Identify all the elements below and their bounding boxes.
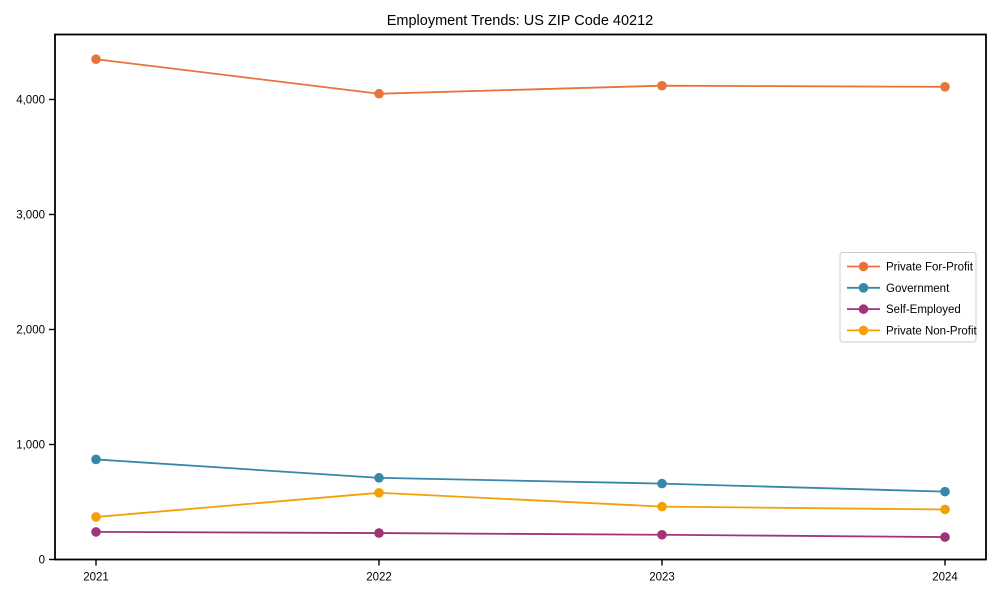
series-line [95,491,946,518]
data-point-marker [374,88,384,99]
x-tick-label: 2024 [932,572,958,584]
y-tick-label: 0 [39,555,45,567]
data-point-marker [657,501,667,512]
data-point-marker [940,504,950,515]
legend-sample-marker [858,325,869,336]
series-self-employed [91,527,950,542]
data-point-marker [374,528,384,538]
legend-sample-marker [858,261,869,272]
series-line [95,458,946,493]
data-point-marker [91,527,101,537]
chart-title: Employment Trends: US ZIP Code 40212 [387,13,654,29]
legend-item-label: Private Non-Profit [886,325,978,337]
legend: Private For-Profit Government Self-Employe… [839,252,978,343]
x-tick-label: 2021 [83,572,109,584]
legend-item-label: Private For-Profit [886,262,974,274]
series-private-non-profit [91,487,950,522]
data-point-marker [374,473,384,483]
data-point-marker [657,478,667,489]
legend-sample-marker [858,283,869,293]
series-layer [91,54,950,542]
y-tick-label: 2,000 [16,324,45,336]
legend-sample-marker [858,304,869,314]
y-tick-label: 1,000 [16,439,45,451]
y-tick-label: 4,000 [16,94,45,106]
legend-item-label: Government [886,283,950,295]
series-line [95,530,946,538]
data-point-marker [940,486,950,497]
x-tick-label: 2022 [366,572,392,584]
data-point-marker [940,82,950,92]
legend-item-private-for-profit: Private For-Profit [847,262,974,274]
data-point-marker [940,532,950,542]
series-private-for-profit [91,54,950,99]
legend-item-self-employed: Self-Employed [847,304,961,316]
data-point-marker [374,487,384,498]
legend-item-private-non-profit: Private Non-Profit [847,325,978,337]
data-point-marker [657,80,667,91]
x-tick-label: 2023 [649,572,675,584]
series-government [91,454,950,497]
data-point-marker [91,454,101,465]
y-tick-label: 3,000 [16,209,45,221]
data-point-marker [91,54,101,65]
axes: 0 1,000 2,000 3,000 4,000 2021 2022 2023 2024 [16,33,987,584]
legend-item-government: Government [847,283,950,295]
legend-item-label: Self-Employed [886,304,961,316]
plot-border [54,33,987,561]
data-point-marker [91,512,101,522]
series-line [95,58,946,95]
data-point-marker [657,529,667,540]
legend-box [839,252,977,343]
